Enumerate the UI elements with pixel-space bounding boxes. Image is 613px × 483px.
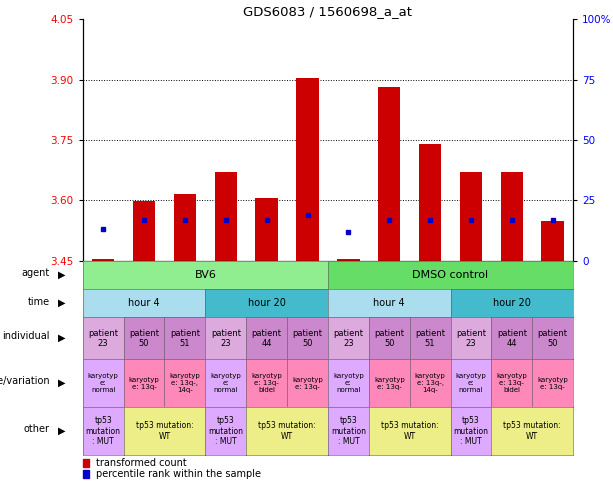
Text: patient
50: patient 50 — [129, 328, 159, 348]
Bar — [173, 194, 196, 261]
Text: other: other — [24, 424, 50, 434]
Text: agent: agent — [21, 269, 50, 279]
Text: patient
50: patient 50 — [375, 328, 404, 348]
Bar — [92, 259, 115, 261]
Bar — [256, 199, 278, 261]
Bar — [337, 259, 360, 261]
Text: DMSO control: DMSO control — [413, 270, 489, 280]
Text: tp53
mutation
: MUT: tp53 mutation : MUT — [208, 416, 243, 446]
Text: patient
23: patient 23 — [333, 328, 364, 348]
Text: karyotyp
e: 13q-: karyotyp e: 13q- — [129, 377, 159, 390]
Text: karyotyp
e:
normal: karyotyp e: normal — [333, 373, 364, 393]
Text: percentile rank within the sample: percentile rank within the sample — [96, 469, 261, 479]
Bar — [460, 172, 482, 261]
Bar — [541, 221, 564, 261]
Text: patient
51: patient 51 — [170, 328, 200, 348]
Bar — [215, 172, 237, 261]
Text: tp53
mutation
: MUT: tp53 mutation : MUT — [86, 416, 121, 446]
Text: karyotyp
e: 13q-
bidel: karyotyp e: 13q- bidel — [251, 373, 282, 393]
Text: hour 20: hour 20 — [493, 298, 531, 308]
Text: tp53 mutation:
WT: tp53 mutation: WT — [381, 421, 438, 441]
Text: patient
44: patient 44 — [252, 328, 281, 348]
Text: karyotyp
e: 13q-: karyotyp e: 13q- — [292, 377, 323, 390]
Text: karyotyp
e: 13q-: karyotyp e: 13q- — [538, 377, 568, 390]
Text: ▶: ▶ — [58, 333, 66, 343]
Text: transformed count: transformed count — [96, 458, 187, 468]
Text: patient
23: patient 23 — [211, 328, 241, 348]
Text: hour 4: hour 4 — [373, 298, 405, 308]
Text: karyotyp
e: 13q-,
14q-: karyotyp e: 13q-, 14q- — [170, 373, 200, 393]
Bar — [133, 201, 155, 261]
Bar — [296, 78, 319, 261]
Text: karyotyp
e:
normal: karyotyp e: normal — [210, 373, 241, 393]
Text: ▶: ▶ — [58, 298, 66, 308]
Text: hour 4: hour 4 — [128, 298, 160, 308]
Text: ▶: ▶ — [58, 270, 66, 280]
Bar — [378, 87, 400, 261]
Text: genotype/variation: genotype/variation — [0, 376, 50, 386]
Bar — [501, 172, 523, 261]
Text: tp53
mutation
: MUT: tp53 mutation : MUT — [331, 416, 366, 446]
Text: ▶: ▶ — [58, 426, 66, 436]
Text: tp53 mutation:
WT: tp53 mutation: WT — [258, 421, 316, 441]
Text: tp53 mutation:
WT: tp53 mutation: WT — [135, 421, 193, 441]
Text: patient
51: patient 51 — [415, 328, 445, 348]
Bar — [83, 459, 89, 467]
Text: karyotyp
e: 13q-: karyotyp e: 13q- — [374, 377, 405, 390]
Bar — [83, 470, 89, 478]
Text: patient
44: patient 44 — [497, 328, 527, 348]
Text: karyotyp
e:
normal: karyotyp e: normal — [88, 373, 118, 393]
Text: karyotyp
e:
normal: karyotyp e: normal — [455, 373, 486, 393]
Text: patient
23: patient 23 — [456, 328, 486, 348]
Text: patient
50: patient 50 — [538, 328, 568, 348]
Text: ▶: ▶ — [58, 378, 66, 388]
Title: GDS6083 / 1560698_a_at: GDS6083 / 1560698_a_at — [243, 5, 413, 18]
Text: karyotyp
e: 13q-,
14q-: karyotyp e: 13q-, 14q- — [415, 373, 446, 393]
Text: patient
23: patient 23 — [88, 328, 118, 348]
Text: tp53
mutation
: MUT: tp53 mutation : MUT — [454, 416, 489, 446]
Bar — [419, 144, 441, 261]
Text: BV6: BV6 — [194, 270, 216, 280]
Text: tp53 mutation:
WT: tp53 mutation: WT — [503, 421, 561, 441]
Text: patient
50: patient 50 — [292, 328, 322, 348]
Text: hour 20: hour 20 — [248, 298, 286, 308]
Text: time: time — [28, 297, 50, 307]
Text: individual: individual — [2, 331, 50, 341]
Text: karyotyp
e: 13q-
bidel: karyotyp e: 13q- bidel — [497, 373, 527, 393]
